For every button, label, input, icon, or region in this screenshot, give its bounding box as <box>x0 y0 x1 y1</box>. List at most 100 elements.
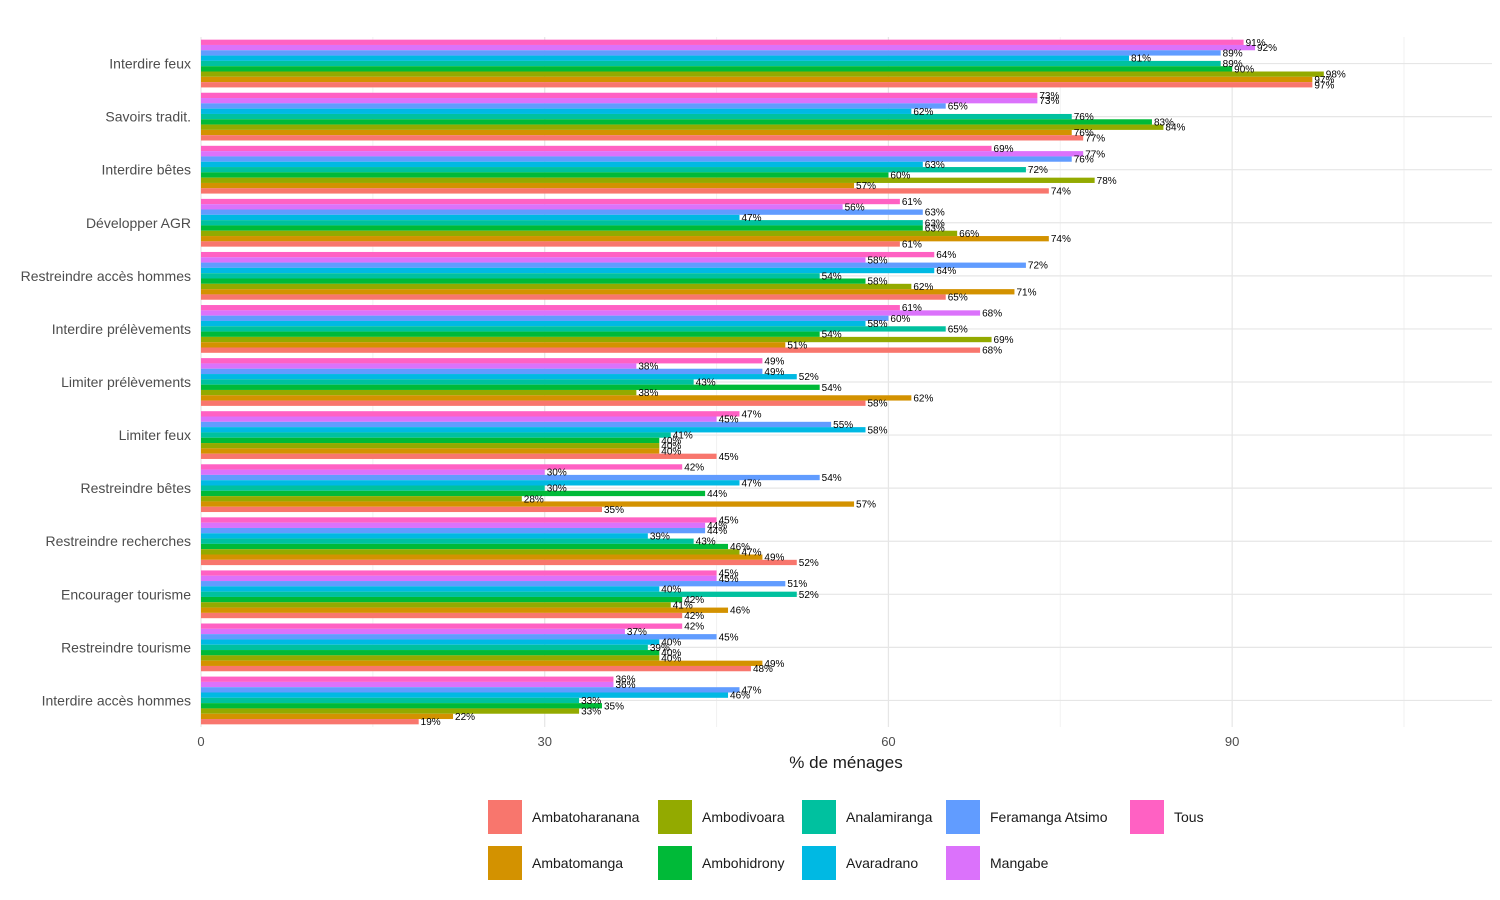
bar <box>201 533 648 539</box>
bar <box>201 294 946 300</box>
bar <box>201 283 912 290</box>
data-label: 47% <box>741 213 761 224</box>
bar <box>201 490 706 497</box>
data-label: 49% <box>764 367 784 378</box>
data-label: 46% <box>730 542 750 553</box>
bar <box>201 315 889 321</box>
bar <box>201 82 1313 88</box>
bar <box>201 400 866 406</box>
data-label: 51% <box>787 340 807 351</box>
data-label: 73% <box>1039 91 1059 102</box>
category-label: Interdire feux <box>109 56 191 72</box>
legend-swatch <box>1130 800 1164 834</box>
legend-item: Avaradrano <box>802 846 918 880</box>
bar <box>201 559 797 566</box>
data-label: 68% <box>982 346 1002 357</box>
category-label: Restreindre recherches <box>45 533 191 549</box>
data-label: 61% <box>902 303 922 314</box>
bar <box>201 92 1038 99</box>
bar <box>201 448 660 454</box>
x-axis-ticks: 0 30 60 90 <box>197 734 1239 749</box>
data-label: 46% <box>730 606 750 617</box>
data-label: 77% <box>1085 133 1105 144</box>
legend-item: Ambatomanga <box>488 846 623 880</box>
legend-label: Ambatoharanana <box>532 809 640 825</box>
bar <box>201 236 1049 242</box>
data-label: 40% <box>661 585 681 596</box>
bar <box>201 570 717 576</box>
data-label: 58% <box>868 277 888 288</box>
data-label: 97% <box>1314 75 1334 86</box>
legend-swatch <box>488 846 522 880</box>
bar <box>201 363 637 369</box>
data-label: 89% <box>1223 59 1243 70</box>
data-label: 47% <box>741 685 761 696</box>
data-label: 63% <box>925 208 945 219</box>
data-label: 47% <box>741 547 761 558</box>
data-label: 40% <box>661 654 681 665</box>
bar <box>201 39 1244 45</box>
bar <box>201 681 614 688</box>
bar <box>201 156 1072 162</box>
data-label: 40% <box>661 638 681 649</box>
data-label: 72% <box>1028 165 1048 176</box>
bar <box>201 703 602 709</box>
data-label: 45% <box>719 632 739 643</box>
data-label: 54% <box>822 473 842 484</box>
data-label: 38% <box>638 388 658 399</box>
bar <box>201 639 660 645</box>
bar <box>201 66 1233 72</box>
bar <box>201 411 740 417</box>
x-tick-label: 30 <box>537 734 551 749</box>
bar <box>201 665 751 672</box>
data-label: 56% <box>845 202 865 213</box>
data-label: 36% <box>615 680 635 691</box>
data-label: 30% <box>547 484 567 495</box>
bar <box>201 44 1256 51</box>
legend-label: Avaradrano <box>846 855 919 871</box>
bar <box>201 225 923 231</box>
data-label: 62% <box>913 282 933 293</box>
legend-item: Feramanga Atsimo <box>946 800 1108 834</box>
data-label: 71% <box>1016 287 1036 298</box>
bar <box>201 60 1221 67</box>
data-label: 41% <box>673 600 693 611</box>
bar <box>201 427 866 433</box>
bar <box>201 220 923 226</box>
bar <box>201 697 580 704</box>
bar <box>201 474 820 481</box>
bar <box>201 320 866 327</box>
x-axis-title: % de ménages <box>789 753 902 772</box>
bar <box>201 50 1221 56</box>
data-label: 40% <box>661 441 681 452</box>
category-label: Interdire accès hommes <box>42 692 191 708</box>
category-label: Savoirs tradit. <box>105 109 191 125</box>
bar <box>201 612 683 619</box>
bar <box>201 76 1313 83</box>
bar <box>201 575 717 582</box>
x-tick-label: 0 <box>197 734 204 749</box>
data-label: 40% <box>661 447 681 458</box>
bar <box>201 469 545 475</box>
data-label: 47% <box>741 409 761 420</box>
data-label: 63% <box>925 224 945 235</box>
data-label: 40% <box>661 436 681 447</box>
category-labels: Interdire feux Savoirs tradit. Interdire b… <box>21 56 192 709</box>
legend-item: Mangabe <box>946 846 1048 880</box>
data-label: 43% <box>696 537 716 548</box>
bar <box>201 267 935 274</box>
category-label: Restreindre accès hommes <box>21 268 191 284</box>
data-label: 78% <box>1097 176 1117 187</box>
bar <box>201 278 866 284</box>
bar <box>201 262 1026 268</box>
bar <box>201 655 660 661</box>
legend: Ambatoharanana Ambatomanga Ambodivoara Ambo… <box>488 800 1208 890</box>
legend-item: Ambodivoara <box>658 800 785 834</box>
bar <box>201 167 1026 173</box>
data-label: 63% <box>925 160 945 171</box>
bar <box>201 209 923 215</box>
bar <box>201 103 946 109</box>
legend-label: Ambodivoara <box>702 809 785 825</box>
value-labels: 91%92%89%81% 89%90% 98%97%97%73%73%65%62% 7… <box>421 38 1346 728</box>
data-label: 45% <box>719 415 739 426</box>
